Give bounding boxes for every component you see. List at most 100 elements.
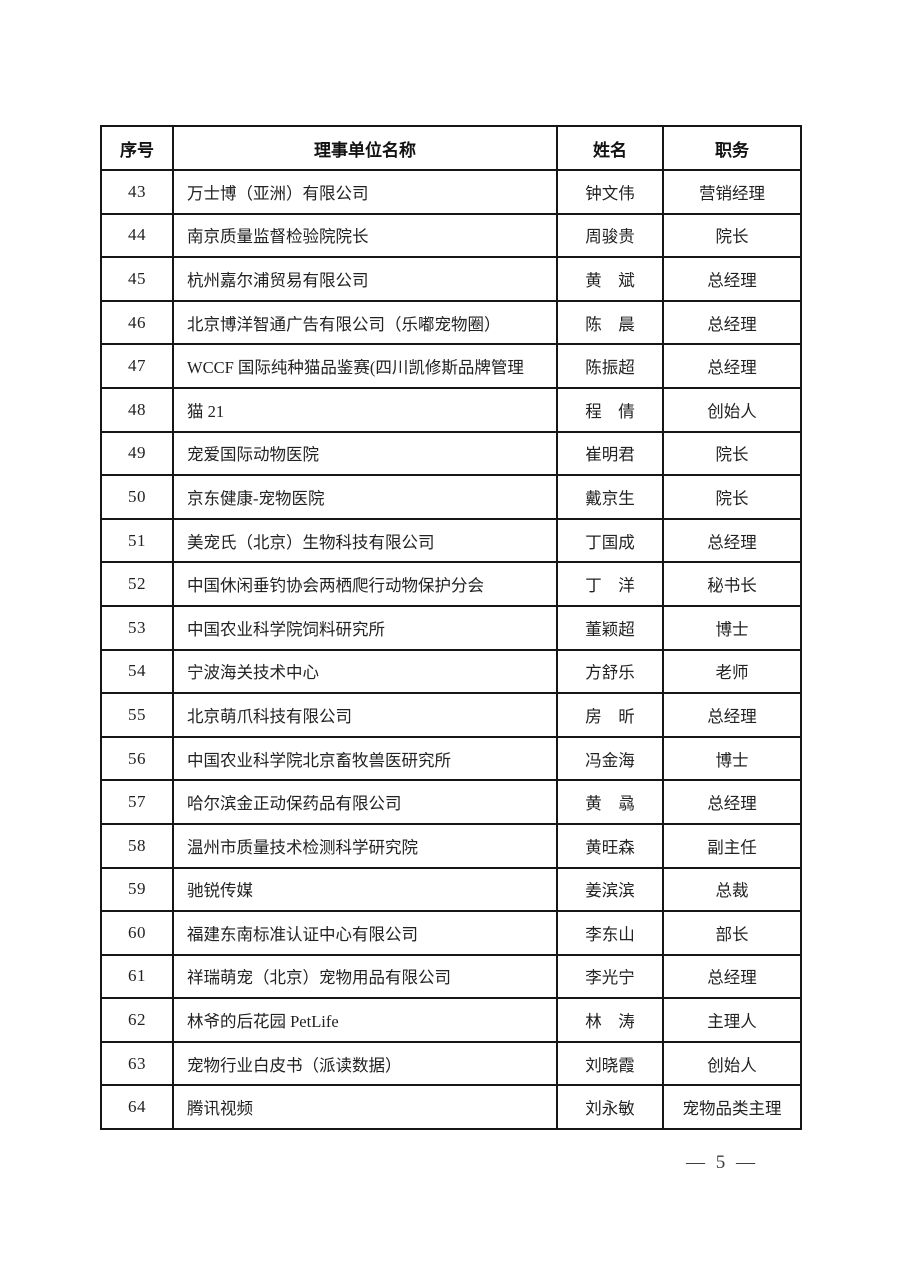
table-row: 59 驰锐传媒 姜滨滨 总裁	[100, 866, 802, 913]
cell-title: 总经理	[662, 953, 802, 1000]
cell-title: 院长	[662, 474, 802, 520]
cell-org: 杭州嘉尔浦贸易有限公司	[172, 256, 558, 302]
cell-name: 林 涛	[556, 997, 664, 1043]
cell-name: 刘晓霞	[556, 1040, 664, 1087]
page-number: — 5 —	[686, 1152, 758, 1173]
cell-no: 64	[100, 1084, 174, 1131]
cell-no: 57	[100, 779, 174, 825]
cell-name: 姜滨滨	[556, 866, 664, 913]
cell-name: 黄 斌	[556, 256, 664, 302]
cell-org: 北京博洋智通广告有限公司（乐嘟宠物圈）	[172, 299, 558, 346]
table-row: 43 万士博（亚洲）有限公司 钟文伟 营销经理	[100, 169, 802, 215]
cell-title: 秘书长	[662, 561, 802, 607]
cell-no: 56	[100, 735, 174, 782]
table-row: 50 京东健康-宠物医院 戴京生 院长	[100, 474, 802, 520]
cell-org: 北京萌爪科技有限公司	[172, 692, 558, 738]
cell-name: 冯金海	[556, 735, 664, 782]
table-row: 63 宠物行业白皮书（派读数据） 刘晓霞 创始人	[100, 1040, 802, 1087]
table-row: 48 猫 21 程 倩创始人	[100, 386, 802, 433]
cell-no: 45	[100, 256, 174, 302]
table-row: 58 温州市质量技术检测科学研究院 黄旺森 副主任	[100, 822, 802, 869]
cell-org: 猫 21	[172, 386, 558, 433]
cell-name: 方舒乐	[556, 648, 664, 695]
cell-title: 副主任	[662, 822, 802, 869]
table-header-row: 序号 理事单位名称 姓名 职务	[100, 125, 802, 171]
cell-org: 林爷的后花园 PetLife	[172, 997, 558, 1043]
cell-org: 福建东南标准认证中心有限公司	[172, 910, 558, 956]
cell-name: 钟文伟	[556, 169, 664, 215]
cell-org: 宠爱国际动物医院	[172, 430, 558, 477]
cell-name: 陈振超	[556, 343, 664, 389]
cell-no: 61	[100, 953, 174, 1000]
cell-name: 房 昕	[556, 692, 664, 738]
cell-org: 万士博（亚洲）有限公司	[172, 169, 558, 215]
cell-title: 博士	[662, 735, 802, 782]
cell-org: 中国休闲垂钓协会两栖爬行动物保护分会	[172, 561, 558, 607]
cell-no: 59	[100, 866, 174, 913]
cell-name: 刘永敏	[556, 1084, 664, 1131]
cell-title: 宠物品类主理	[662, 1084, 802, 1131]
cell-name: 丁国成	[556, 517, 664, 564]
table-row: 57 哈尔滨金正动保药品有限公司黄 骉总经理	[100, 779, 802, 825]
cell-name: 董颖超	[556, 604, 664, 651]
table-row: 49 宠爱国际动物医院 崔明君 院长	[100, 430, 802, 477]
cell-title: 总经理	[662, 343, 802, 389]
cell-name: 黄 骉	[556, 779, 664, 825]
cell-no: 58	[100, 822, 174, 869]
cell-org: 哈尔滨金正动保药品有限公司	[172, 779, 558, 825]
cell-no: 62	[100, 997, 174, 1043]
cell-org: 南京质量监督检验院院长	[172, 212, 558, 259]
cell-no: 43	[100, 169, 174, 215]
cell-no: 44	[100, 212, 174, 259]
cell-org: 祥瑞萌宠（北京）宠物用品有限公司	[172, 953, 558, 1000]
table-row: 46 北京博洋智通广告有限公司（乐嘟宠物圈）陈 晨总经理	[100, 299, 802, 346]
table-row: 55 北京萌爪科技有限公司房 昕总经理	[100, 692, 802, 738]
cell-title: 创始人	[662, 386, 802, 433]
cell-org: 温州市质量技术检测科学研究院	[172, 822, 558, 869]
column-header-org: 理事单位名称	[172, 125, 558, 171]
cell-name: 李东山	[556, 910, 664, 956]
cell-no: 52	[100, 561, 174, 607]
cell-title: 院长	[662, 430, 802, 477]
cell-name: 李光宁	[556, 953, 664, 1000]
cell-no: 55	[100, 692, 174, 738]
cell-no: 49	[100, 430, 174, 477]
cell-org: WCCF 国际纯种猫品鉴赛(四川凯修斯品牌管理	[172, 343, 558, 389]
cell-org: 宁波海关技术中心	[172, 648, 558, 695]
council-members-table: 序号 理事单位名称 姓名 职务 43 万士博（亚洲）有限公司 钟文伟 营销经理 44 南…	[100, 125, 802, 1131]
column-header-no: 序号	[100, 125, 174, 171]
cell-org: 宠物行业白皮书（派读数据）	[172, 1040, 558, 1087]
column-header-name: 姓名	[556, 125, 664, 171]
cell-no: 46	[100, 299, 174, 346]
cell-title: 老师	[662, 648, 802, 695]
table-row: 54 宁波海关技术中心 方舒乐 老师	[100, 648, 802, 695]
cell-title: 院长	[662, 212, 802, 259]
cell-org: 腾讯视频	[172, 1084, 558, 1131]
cell-title: 总经理	[662, 692, 802, 738]
table-row: 53 中国农业科学院饲料研究所 董颖超 博士	[100, 604, 802, 651]
cell-name: 崔明君	[556, 430, 664, 477]
table-row: 64 腾讯视频 刘永敏 宠物品类主理	[100, 1084, 802, 1131]
cell-title: 总裁	[662, 866, 802, 913]
cell-org: 中国农业科学院北京畜牧兽医研究所	[172, 735, 558, 782]
cell-no: 53	[100, 604, 174, 651]
cell-title: 总经理	[662, 517, 802, 564]
table-row: 44 南京质量监督检验院院长 周骏贵 院长	[100, 212, 802, 259]
cell-title: 博士	[662, 604, 802, 651]
cell-org: 京东健康-宠物医院	[172, 474, 558, 520]
cell-title: 创始人	[662, 1040, 802, 1087]
column-header-title: 职务	[662, 125, 802, 171]
cell-no: 63	[100, 1040, 174, 1087]
cell-no: 47	[100, 343, 174, 389]
table-row: 51 美宠氏（北京）生物科技有限公司 丁国成 总经理	[100, 517, 802, 564]
table-row: 52 中国休闲垂钓协会两栖爬行动物保护分会丁 洋秘书长	[100, 561, 802, 607]
cell-name: 周骏贵	[556, 212, 664, 259]
table-row: 61 祥瑞萌宠（北京）宠物用品有限公司 李光宁 总经理	[100, 953, 802, 1000]
cell-name: 丁 洋	[556, 561, 664, 607]
cell-title: 营销经理	[662, 169, 802, 215]
cell-name: 黄旺森	[556, 822, 664, 869]
cell-no: 51	[100, 517, 174, 564]
cell-title: 总经理	[662, 779, 802, 825]
cell-title: 总经理	[662, 256, 802, 302]
